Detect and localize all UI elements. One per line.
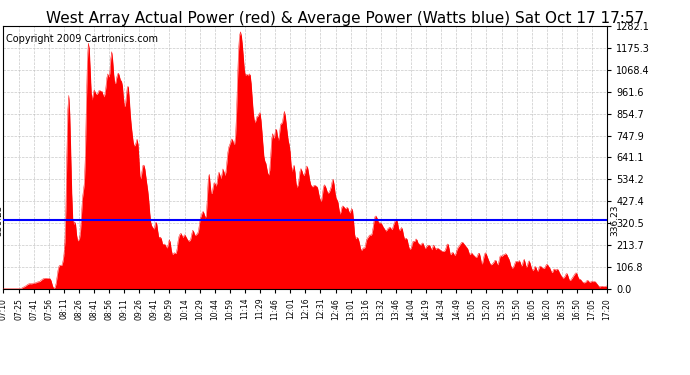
Text: 336.23: 336.23 [610,204,619,236]
Text: West Array Actual Power (red) & Average Power (Watts blue) Sat Oct 17 17:57: West Array Actual Power (red) & Average … [46,11,644,26]
Text: 336.23: 336.23 [0,204,3,236]
Text: Copyright 2009 Cartronics.com: Copyright 2009 Cartronics.com [6,34,159,44]
